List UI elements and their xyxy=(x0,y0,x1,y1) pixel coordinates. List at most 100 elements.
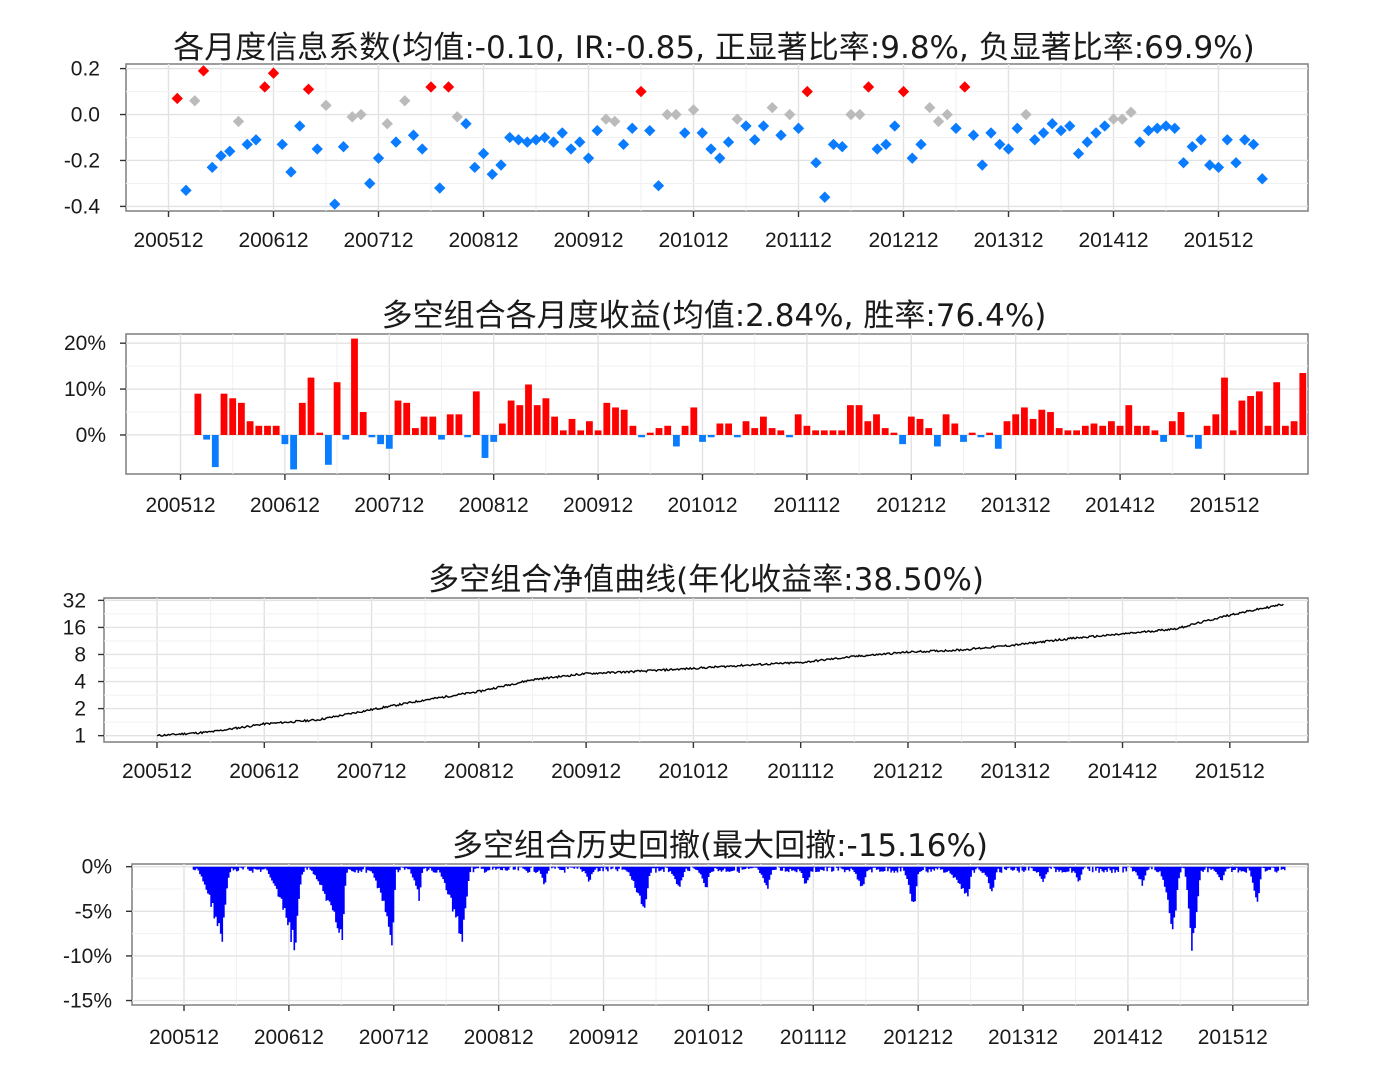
positive-return-bar xyxy=(821,430,828,435)
positive-return-bar xyxy=(1143,426,1150,435)
positive-return-bar xyxy=(543,398,550,435)
y-tick-label: 0% xyxy=(76,424,106,447)
x-tick-label: 201212 xyxy=(873,760,943,783)
positive-return-bar xyxy=(690,407,697,435)
positive-return-bar xyxy=(1012,414,1019,435)
x-tick-label: 201212 xyxy=(876,494,946,517)
positive-return-bar xyxy=(725,424,732,435)
positive-return-bar xyxy=(412,428,419,435)
x-tick-label: 201212 xyxy=(883,1026,953,1049)
y-tick-label: -0.4 xyxy=(64,195,101,218)
x-tick-label: 201312 xyxy=(981,494,1051,517)
positive-return-bar xyxy=(647,433,654,435)
negative-return-bar xyxy=(377,435,384,444)
drawdown-area-panel: 200512 200612 200712 200812 200912 201012 2011… xyxy=(63,856,1308,1049)
negative-return-bar xyxy=(638,435,645,437)
positive-return-bar xyxy=(560,430,567,435)
x-tick-label: 200612 xyxy=(254,1026,324,1049)
negative-return-bar xyxy=(1160,435,1167,442)
x-tick-label: 200912 xyxy=(563,494,633,517)
positive-return-bar xyxy=(473,391,480,435)
positive-return-bar xyxy=(308,378,315,435)
positive-return-bar xyxy=(760,417,767,435)
negative-return-bar xyxy=(490,435,497,442)
x-tick-label: 201212 xyxy=(868,229,938,252)
x-tick-label: 201512 xyxy=(1195,760,1265,783)
positive-return-bar xyxy=(908,417,915,435)
x-tick-label: 200512 xyxy=(145,494,215,517)
positive-return-bar xyxy=(1152,430,1159,435)
negative-return-bar xyxy=(290,435,297,469)
positive-return-bar xyxy=(1212,414,1219,435)
positive-return-bar xyxy=(743,421,750,435)
x-tick-label: 201112 xyxy=(773,494,840,517)
positive-return-bar xyxy=(1038,410,1045,435)
positive-return-bar xyxy=(917,419,924,435)
positive-return-bar xyxy=(1117,426,1124,435)
y-tick-label: 0.0 xyxy=(71,104,100,127)
positive-return-bar xyxy=(830,430,837,435)
x-tick-label: 200912 xyxy=(551,760,621,783)
negative-return-bar xyxy=(438,435,445,440)
x-tick-label: 200512 xyxy=(149,1026,219,1049)
positive-return-bar xyxy=(856,405,863,435)
negative-return-bar xyxy=(203,435,210,440)
x-tick-label: 200712 xyxy=(359,1026,429,1049)
x-tick-label: 201112 xyxy=(767,760,834,783)
positive-return-bar xyxy=(804,426,811,435)
positive-return-bar xyxy=(1282,426,1289,435)
positive-return-bar xyxy=(951,424,958,435)
positive-return-bar xyxy=(612,407,619,435)
positive-return-bar xyxy=(421,417,428,435)
positive-return-bar xyxy=(717,424,724,435)
x-tick-label: 201412 xyxy=(1078,229,1148,252)
y-tick-label: 8 xyxy=(74,643,86,666)
returns-chart-title: 多空组合各月度收益(均值:2.84%, 胜率:76.4%) xyxy=(382,298,1047,334)
positive-return-bar xyxy=(751,428,758,435)
positive-return-bar xyxy=(1265,426,1272,435)
x-tick-label: 201412 xyxy=(1085,494,1155,517)
positive-return-bar xyxy=(882,428,889,435)
x-tick-label: 200912 xyxy=(553,229,623,252)
y-tick-label: 1 xyxy=(74,725,86,748)
negative-return-bar xyxy=(699,435,706,442)
positive-return-bar xyxy=(873,414,880,435)
positive-return-bar xyxy=(891,433,898,435)
positive-return-bar xyxy=(1030,419,1037,435)
positive-return-bar xyxy=(1004,421,1011,435)
positive-return-bar xyxy=(969,433,976,435)
y-tick-label: 20% xyxy=(64,332,106,355)
y-tick-label: 10% xyxy=(64,378,106,401)
panel-background xyxy=(132,864,1308,1005)
negative-return-bar xyxy=(342,435,349,440)
y-tick-label: 32 xyxy=(63,589,86,612)
y-tick-label: 16 xyxy=(63,616,86,639)
positive-return-bar xyxy=(1230,430,1237,435)
positive-return-bar xyxy=(1256,391,1263,435)
positive-return-bar xyxy=(777,430,784,435)
positive-return-bar xyxy=(316,433,323,435)
positive-return-bar xyxy=(838,430,845,435)
positive-return-bar xyxy=(1056,428,1063,435)
positive-return-bar xyxy=(586,421,593,435)
x-tick-label: 200712 xyxy=(337,760,407,783)
x-tick-label: 200612 xyxy=(238,229,308,252)
x-tick-label: 201012 xyxy=(673,1026,743,1049)
positive-return-bar xyxy=(255,426,262,435)
positive-return-bar xyxy=(812,430,819,435)
positive-return-bar xyxy=(664,426,671,435)
positive-return-bar xyxy=(1273,382,1280,435)
positive-return-bar xyxy=(1247,396,1254,435)
negative-return-bar xyxy=(995,435,1002,449)
positive-return-bar xyxy=(1221,378,1228,435)
ic-scatter-panel: 200512 200612 200712 200812 200912 201012 2011… xyxy=(64,58,1308,252)
positive-return-bar xyxy=(508,401,515,435)
positive-return-bar xyxy=(925,428,932,435)
positive-return-bar xyxy=(247,421,254,435)
positive-return-bar xyxy=(1047,412,1054,435)
negative-return-bar xyxy=(978,435,985,437)
positive-return-bar xyxy=(1021,407,1028,435)
negative-return-bar xyxy=(934,435,941,446)
x-tick-label: 200612 xyxy=(229,760,299,783)
